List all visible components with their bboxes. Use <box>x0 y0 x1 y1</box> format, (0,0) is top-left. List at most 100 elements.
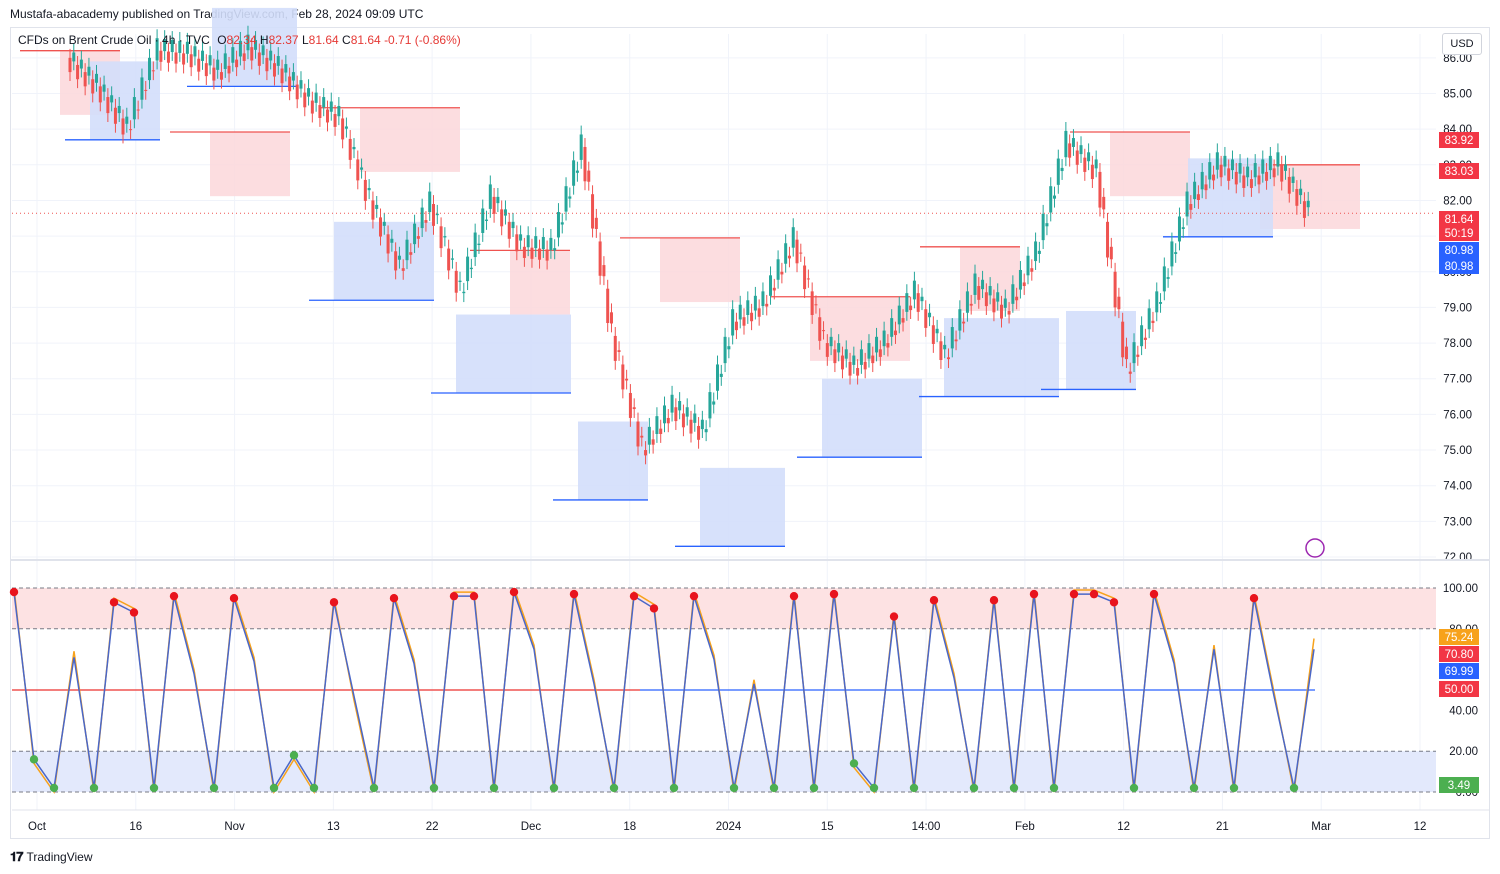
candle-body <box>863 361 867 370</box>
support-zone <box>1188 158 1273 237</box>
candle-body <box>1060 167 1064 172</box>
candle-body <box>909 305 913 311</box>
candle-body <box>102 84 106 92</box>
candle-body <box>201 50 205 61</box>
candle-body <box>810 291 814 315</box>
candle-body <box>988 286 992 296</box>
sell-signal-dot <box>1069 589 1079 599</box>
candle-body <box>1276 152 1280 167</box>
candle-body <box>110 95 114 103</box>
candle-body <box>916 293 920 312</box>
candle-body <box>583 146 587 182</box>
buy-signal-dot <box>1129 783 1139 793</box>
candle-body <box>140 77 144 100</box>
time-axis-label: 16 <box>129 821 142 833</box>
candle-body <box>871 355 875 364</box>
sell-signal-dot <box>229 594 239 603</box>
candle-body <box>496 196 500 204</box>
candle-body <box>844 349 848 359</box>
candle-body <box>219 72 223 80</box>
candle-body <box>928 312 932 318</box>
price-axis-label: 85.00 <box>1443 88 1472 100</box>
sell-signal-dot <box>689 591 699 601</box>
candle-body <box>227 65 231 74</box>
candle-body <box>144 89 148 91</box>
time-axis-label: Mar <box>1311 821 1331 833</box>
candle-body <box>1257 175 1261 185</box>
candle-body <box>1268 155 1272 171</box>
price-axis-label: 86.00 <box>1443 53 1472 65</box>
candle-body <box>859 349 863 365</box>
candle-body <box>106 97 110 114</box>
candle-body <box>148 57 152 81</box>
time-axis-label: Oct <box>28 821 47 833</box>
candle-body <box>522 246 526 258</box>
candle-body <box>621 364 625 390</box>
candle-body <box>742 317 746 326</box>
candle-body <box>1265 171 1269 181</box>
candle-body <box>1204 184 1208 191</box>
sell-signal-dot <box>929 596 939 605</box>
candle-body <box>981 279 985 290</box>
candle-body <box>1015 296 1019 301</box>
candle-body <box>568 196 572 199</box>
oscillator-axis-label: 100.00 <box>1443 583 1478 595</box>
candle-body <box>129 129 133 131</box>
price-tag-label: 81.64 <box>1445 214 1474 226</box>
candle-body <box>954 339 958 342</box>
buy-signal-dot <box>269 783 279 793</box>
buy-signal-dot <box>89 783 99 793</box>
symbol-name[interactable]: CFDs on Brent Crude Oil · 4h · TVC <box>18 33 210 47</box>
candle-body <box>435 213 439 216</box>
overbought-band <box>12 588 1436 629</box>
candle-body <box>1140 325 1144 347</box>
candle-body <box>1151 320 1155 324</box>
candle-body <box>1200 171 1204 190</box>
buy-signal-dot <box>1049 783 1059 793</box>
change-value: -0.71 (-0.86%) <box>384 33 461 47</box>
candle-body <box>1159 302 1163 304</box>
oscillator-tag-label: 75.24 <box>1445 632 1474 644</box>
oscillator-tag <box>1439 681 1479 697</box>
candle-body <box>833 349 837 364</box>
candle-body <box>91 79 95 94</box>
resistance-zone <box>360 107 460 172</box>
candle-body <box>1128 371 1132 374</box>
price-axis-label: 73.00 <box>1443 516 1472 528</box>
candle-body <box>651 439 655 445</box>
candle-body <box>223 53 227 69</box>
candle-body <box>98 86 102 103</box>
candle-body <box>848 361 852 376</box>
candle-body <box>678 401 682 411</box>
candle-body <box>689 419 693 434</box>
candle-body <box>401 268 405 271</box>
candle-body <box>1185 191 1189 217</box>
sell-signal-dot <box>989 596 999 605</box>
candle-body <box>803 265 807 290</box>
candle-body <box>541 236 545 250</box>
price-axis-label: 75.00 <box>1443 445 1472 457</box>
oscillator-tag <box>1439 629 1479 645</box>
candle-body <box>628 392 632 418</box>
candle-body <box>485 219 489 221</box>
candle-body <box>1094 159 1098 169</box>
candle-body <box>174 52 178 64</box>
candle-body <box>250 47 254 61</box>
price-tag <box>1439 163 1479 179</box>
candle-body <box>1242 175 1246 188</box>
oversold-band <box>12 751 1436 792</box>
candle-body <box>1299 188 1303 196</box>
candle-body <box>946 357 950 360</box>
close-label: C <box>342 33 351 47</box>
candle-body <box>1053 195 1057 199</box>
candle-body <box>477 243 481 246</box>
support-zone <box>456 314 571 393</box>
currency-button[interactable]: USD <box>1442 33 1482 55</box>
resistance-zone <box>1110 131 1190 197</box>
candle-body <box>1064 130 1068 158</box>
alert-lightning-icon[interactable] <box>1305 538 1325 558</box>
price-tag-label: 50:19 <box>1445 228 1474 240</box>
candle-body <box>973 273 977 295</box>
high-label: H <box>259 33 269 47</box>
